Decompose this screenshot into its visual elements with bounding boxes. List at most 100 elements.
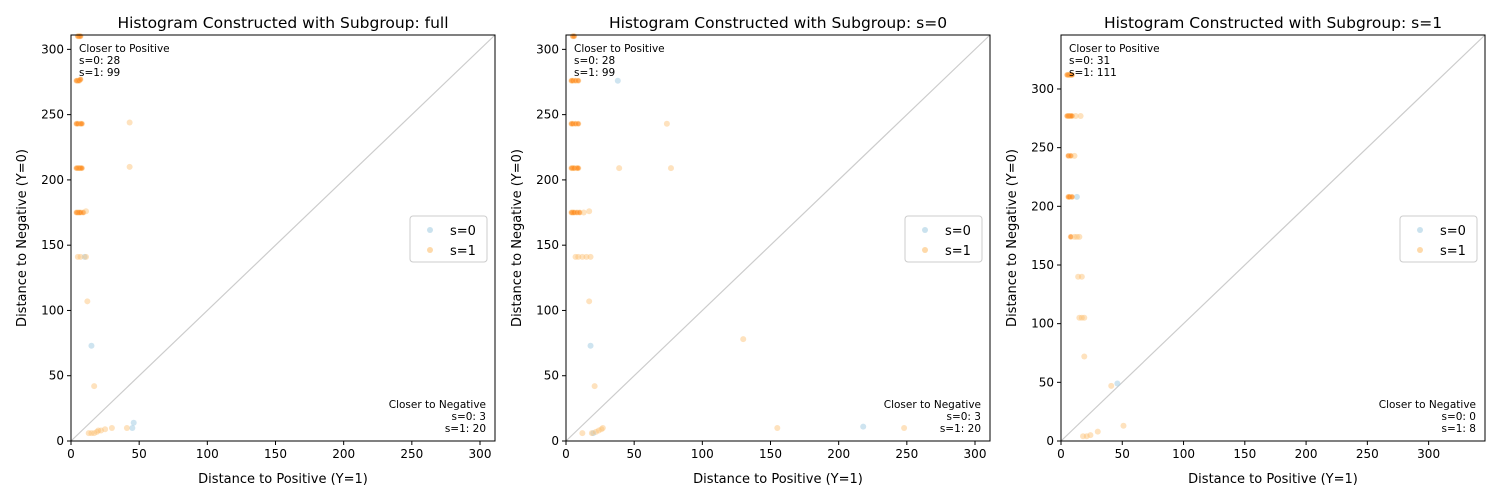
point-s1 (588, 430, 595, 437)
x-tick-label: 50 (627, 447, 642, 461)
y-tick-label: 300 (536, 42, 559, 56)
x-axis-label: Distance to Positive (Y=1) (693, 472, 863, 487)
x-tick-label: 250 (400, 447, 423, 461)
point-s1 (595, 427, 602, 434)
y-tick-label: 250 (41, 108, 64, 122)
point-s1-dense (575, 121, 581, 127)
point-s1 (102, 426, 109, 433)
annotation-line: s=0: 28 (574, 55, 615, 67)
point-s1 (88, 430, 95, 437)
x-tick-label: 300 (1417, 447, 1440, 461)
point-s1 (575, 253, 582, 260)
annotation-line: s=0: 28 (79, 55, 120, 67)
x-tick-label: 200 (1295, 447, 1318, 461)
annotation-line: s=1: 8 (1441, 423, 1476, 435)
annotation-closer-to-negative: Closer to Negative s=0: 3 s=1: 20 (884, 399, 981, 435)
annotation-closer-to-negative: Closer to Negative s=0: 0 s=1: 8 (1379, 399, 1476, 435)
x-tick-label: 250 (895, 447, 918, 461)
point-s1 (583, 253, 590, 260)
point-s1 (91, 383, 98, 390)
point-s1 (1081, 353, 1088, 360)
annotation-line: s=1: 99 (79, 67, 120, 79)
y-tick-label: 250 (1031, 141, 1054, 155)
legend-label: s=1 (450, 244, 476, 259)
annotation-line: s=1: 111 (1069, 67, 1117, 79)
y-tick-label: 50 (544, 369, 559, 383)
point-s1 (93, 428, 100, 435)
y-axis-label: Distance to Negative (Y=0) (1005, 149, 1020, 327)
y-tick-label: 50 (1039, 375, 1054, 389)
point-s1 (572, 253, 579, 260)
chart-title: Histogram Constructed with Subgroup: ful… (117, 14, 448, 32)
point-s1 (1094, 428, 1101, 435)
y-tick-label: 50 (49, 369, 64, 383)
point-s1-dense (1069, 194, 1075, 200)
point-s1 (592, 428, 599, 435)
point-s1 (123, 424, 130, 431)
annotation-closer-to-positive: Closer to Positive s=0: 31 s=1: 111 (1069, 43, 1160, 79)
x-tick-label: 150 (759, 447, 782, 461)
chart-panel-3: 0 50 100 150 200 250 300 0 50 100 150 200 250 300 Hist… (1005, 14, 1486, 487)
point-s1 (126, 119, 133, 126)
x-tick-label: 50 (1115, 447, 1130, 461)
point-s1 (1072, 112, 1079, 119)
annotation-closer-to-negative: Closer to Negative s=0: 3 s=1: 20 (389, 399, 486, 435)
point-s0 (1114, 380, 1121, 387)
point-s1 (1077, 112, 1084, 119)
point-s1 (901, 424, 908, 431)
point-s0 (88, 342, 95, 349)
y-tick-label: 300 (1031, 82, 1054, 96)
point-s1-dense (575, 165, 581, 171)
y-tick-label: 250 (536, 108, 559, 122)
point-s1-dense (79, 165, 85, 171)
legend-label: s=0 (1440, 224, 1466, 239)
point-s1 (1078, 314, 1085, 321)
axes-frame (565, 34, 991, 442)
point-s1 (774, 424, 781, 431)
legend-marker-s0 (427, 227, 433, 233)
y-tick-label: 150 (536, 238, 559, 252)
point-s1 (1073, 233, 1080, 240)
x-tick-label: 100 (196, 447, 219, 461)
y-tick-label: 200 (536, 173, 559, 187)
annotation-line: Closer to Negative (884, 399, 981, 411)
point-s1 (586, 208, 593, 215)
scatter-points (73, 33, 137, 437)
point-s1 (108, 424, 115, 431)
point-s1 (82, 208, 89, 215)
x-axis-label: Distance to Positive (Y=1) (198, 472, 368, 487)
legend-marker-s1 (1417, 247, 1423, 253)
diagonal-line (70, 34, 496, 442)
scatter-points (1064, 71, 1127, 440)
point-s1 (1120, 422, 1127, 429)
point-s1 (74, 253, 81, 260)
annotation-closer-to-positive: Closer to Positive s=0: 28 s=1: 99 (574, 43, 665, 79)
point-s0 (590, 430, 597, 437)
point-s1 (740, 336, 747, 343)
y-tick-label: 100 (1031, 317, 1054, 331)
point-s1 (95, 427, 102, 434)
x-tick-label: 0 (67, 447, 75, 461)
point-s1 (586, 298, 593, 305)
x-tick-label: 200 (332, 447, 355, 461)
annotation-line: Closer to Positive (1069, 43, 1160, 55)
diagonal-line (1060, 34, 1486, 442)
point-s1-dense (78, 76, 83, 82)
point-s1 (616, 165, 623, 172)
point-s1 (1075, 273, 1082, 280)
point-s1 (1078, 273, 1085, 280)
point-s1 (1076, 314, 1083, 321)
annotation-line: s=1: 20 (445, 423, 486, 435)
x-tick-label: 0 (1057, 447, 1065, 461)
point-s1 (667, 165, 674, 172)
point-s1 (580, 209, 587, 216)
annotation-line: Closer to Positive (574, 43, 665, 55)
legend-marker-s1 (922, 247, 928, 253)
point-s1 (84, 298, 91, 305)
point-s1-dense (1068, 153, 1074, 159)
point-s0 (129, 424, 136, 431)
point-s1 (1071, 233, 1078, 240)
x-tick-label: 300 (964, 447, 987, 461)
legend-label: s=0 (450, 224, 476, 239)
